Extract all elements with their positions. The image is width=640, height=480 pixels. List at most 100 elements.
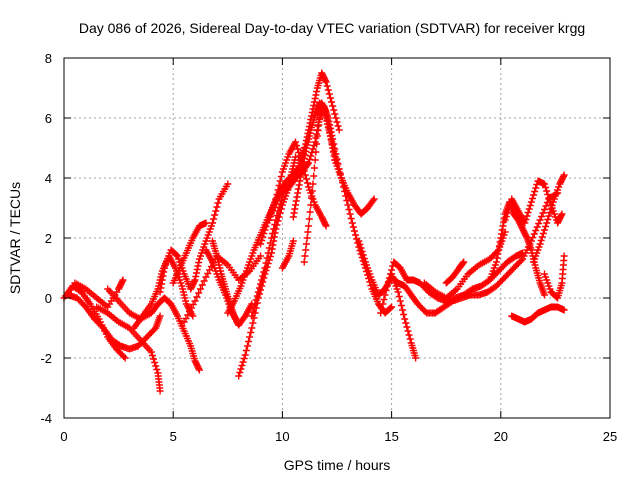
data-point — [348, 219, 356, 227]
data-point — [191, 297, 199, 305]
data-point — [543, 219, 551, 227]
data-point — [275, 204, 283, 211]
data-point — [356, 241, 364, 248]
data-point — [499, 222, 507, 230]
data-point — [234, 320, 242, 327]
data-point — [542, 223, 550, 230]
data-point — [299, 162, 307, 169]
data-point — [381, 291, 389, 299]
data-point — [267, 234, 275, 242]
data-point — [192, 273, 200, 280]
data-point — [412, 354, 420, 362]
data-point — [262, 223, 270, 230]
data-point — [243, 342, 251, 350]
data-point — [402, 319, 410, 327]
data-point — [530, 191, 538, 199]
data-point — [300, 158, 308, 166]
data-point — [369, 197, 377, 204]
data-point — [538, 233, 546, 241]
data-point — [308, 187, 316, 195]
data-point — [302, 240, 310, 248]
data-point — [379, 300, 387, 308]
data-point — [212, 207, 220, 215]
data-point — [497, 234, 505, 242]
data-point — [118, 278, 126, 285]
data-point — [324, 86, 332, 94]
data-point — [312, 91, 320, 99]
data-point — [380, 296, 388, 303]
data-point — [257, 252, 265, 260]
series-track-16 — [265, 138, 330, 230]
data-point — [397, 302, 405, 309]
series-track-6 — [130, 252, 197, 332]
data-point — [294, 145, 302, 153]
data-point — [306, 208, 314, 216]
data-point — [272, 195, 280, 203]
data-point — [249, 319, 257, 327]
data-point — [236, 369, 244, 376]
data-point — [156, 288, 164, 296]
data-point — [540, 291, 548, 299]
data-point — [277, 173, 285, 180]
data-point — [307, 201, 315, 209]
data-point — [304, 161, 312, 168]
data-point — [300, 258, 308, 266]
data-point — [311, 95, 319, 102]
data-point — [260, 268, 268, 276]
data-point — [298, 165, 306, 173]
data-point — [542, 202, 550, 210]
data-point — [296, 177, 304, 185]
data-point — [396, 297, 404, 305]
data-point — [307, 152, 315, 160]
data-point — [269, 230, 277, 237]
data-point — [274, 186, 282, 194]
data-point — [540, 180, 548, 188]
data-point — [266, 213, 274, 220]
data-point — [522, 216, 530, 223]
data-point — [266, 239, 274, 247]
data-point — [378, 305, 386, 312]
data-point — [294, 185, 302, 193]
y-tick-label-8: 8 — [45, 51, 52, 66]
data-point — [257, 240, 265, 248]
data-point — [235, 321, 243, 329]
data-point — [545, 212, 553, 220]
data-point — [498, 230, 506, 238]
data-point — [310, 172, 318, 180]
data-point — [377, 309, 385, 317]
data-point — [495, 242, 503, 250]
data-point — [263, 254, 271, 262]
data-point — [255, 284, 263, 292]
data-point — [323, 112, 331, 120]
data-point — [326, 128, 334, 136]
data-point — [544, 191, 552, 198]
data-point — [344, 201, 352, 209]
grid-lines — [64, 58, 610, 418]
data-point — [326, 94, 334, 102]
data-point — [395, 293, 403, 300]
data-point — [302, 148, 310, 155]
data-point — [544, 216, 552, 223]
data-point — [251, 300, 259, 308]
data-point — [322, 108, 330, 116]
data-point — [333, 118, 341, 126]
data-point — [355, 237, 363, 245]
data-point — [547, 205, 555, 213]
data-point — [301, 252, 309, 260]
x-tick-label-25: 25 — [603, 429, 617, 444]
data-point — [295, 149, 303, 156]
data-point — [262, 259, 270, 267]
data-point — [194, 262, 202, 270]
data-point — [261, 226, 269, 234]
data-point — [211, 211, 219, 219]
x-tick-label-0: 0 — [60, 429, 67, 444]
data-point — [297, 169, 305, 177]
data-point — [316, 116, 324, 123]
data-point — [334, 122, 342, 130]
data-point — [325, 124, 333, 132]
data-point — [295, 181, 303, 189]
data-point — [193, 266, 201, 273]
data-point — [313, 88, 321, 95]
data-point — [539, 209, 547, 217]
data-point — [537, 237, 545, 244]
